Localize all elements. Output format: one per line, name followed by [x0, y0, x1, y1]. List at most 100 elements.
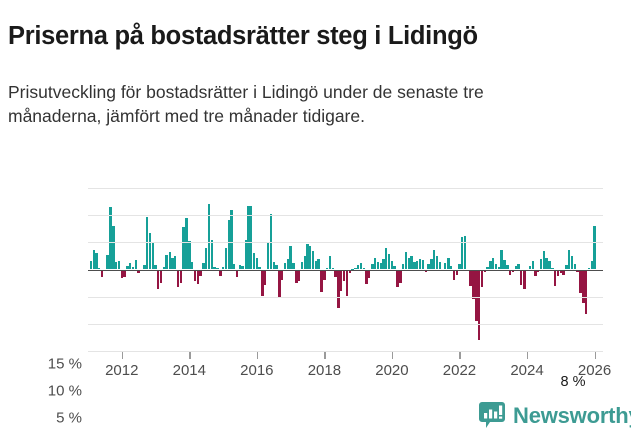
- bar: [362, 267, 366, 270]
- bar: [584, 269, 588, 314]
- bar: [292, 262, 295, 270]
- bar: [320, 269, 323, 292]
- bar: [354, 267, 357, 270]
- bar: [365, 269, 368, 284]
- bar: [233, 264, 236, 270]
- bar: [185, 217, 188, 270]
- x-axis-tick: [459, 352, 461, 359]
- bar: [455, 269, 458, 276]
- bar: [410, 255, 413, 270]
- bar: [438, 261, 442, 270]
- gridline: [88, 242, 603, 244]
- x-axis-label: 2014: [172, 362, 206, 379]
- bar: [348, 269, 351, 273]
- bar: [500, 249, 503, 270]
- y-axis-label: 5 %: [56, 409, 82, 427]
- x-axis-label: 2016: [240, 362, 274, 379]
- bar: [114, 262, 118, 270]
- bar: [297, 269, 301, 281]
- bar: [207, 203, 211, 270]
- bar: [134, 259, 138, 270]
- bar: [460, 236, 464, 270]
- bar: [331, 268, 335, 270]
- bar: [252, 253, 256, 270]
- bar: [255, 257, 259, 270]
- bar: [126, 266, 129, 270]
- bar: [176, 269, 180, 287]
- bar: [337, 269, 340, 309]
- zero-axis-line: [88, 269, 603, 272]
- bar: [306, 243, 309, 270]
- y-axis-label: 15 %: [47, 355, 82, 373]
- bar: [570, 255, 574, 270]
- bar: [430, 258, 433, 270]
- bar: [486, 266, 489, 270]
- bar: [413, 262, 416, 270]
- bar: [340, 269, 343, 291]
- x-axis-label: 2022: [442, 362, 477, 379]
- bar: [95, 252, 98, 270]
- bar: [210, 240, 214, 270]
- bar: [173, 256, 177, 270]
- gridline: [88, 323, 603, 325]
- value-annotation: 8 %: [560, 374, 586, 391]
- bar: [351, 268, 354, 270]
- bar: [494, 264, 498, 270]
- bar: [120, 269, 123, 278]
- bar: [182, 226, 185, 270]
- bar: [528, 265, 531, 270]
- bar: [542, 251, 546, 270]
- bar: [137, 269, 140, 273]
- bar: [227, 219, 230, 270]
- bar: [368, 269, 371, 279]
- bar: [562, 269, 565, 276]
- bar: [334, 269, 337, 278]
- bar: [404, 252, 408, 270]
- bar: [219, 269, 222, 277]
- bar: [278, 269, 281, 298]
- bar: [143, 264, 146, 270]
- bar: [106, 255, 109, 270]
- bar: [551, 268, 554, 270]
- bar: [314, 261, 318, 270]
- bar: [540, 258, 543, 270]
- bar: [472, 269, 475, 299]
- bar: [590, 261, 594, 270]
- bar: [458, 263, 461, 270]
- bar: [416, 260, 419, 270]
- bar: [266, 243, 270, 270]
- bar: [179, 269, 183, 284]
- bar: [300, 262, 303, 270]
- x-axis-tick: [527, 352, 529, 359]
- bar: [401, 263, 405, 270]
- bar: [325, 268, 329, 270]
- bar: [379, 262, 382, 270]
- gridline: [88, 296, 603, 298]
- bar: [283, 262, 287, 270]
- bar: [568, 249, 571, 270]
- x-axis-label: 2012: [105, 362, 139, 379]
- bar: [92, 249, 95, 270]
- bar: [545, 257, 548, 270]
- page-subtitle: Prisutveckling för bostadsrätter i Lidin…: [8, 81, 484, 127]
- bar: [280, 269, 284, 280]
- bar: [264, 269, 267, 285]
- bar: [573, 264, 577, 270]
- bar: [171, 257, 174, 270]
- bar-chart-speech-bubble-icon: [479, 402, 505, 428]
- x-axis-tick: [594, 352, 596, 359]
- bar: [216, 267, 219, 270]
- bar: [444, 262, 447, 270]
- bar: [145, 217, 149, 270]
- bar: [151, 241, 155, 270]
- bar: [393, 266, 396, 270]
- newsworthy-logo[interactable]: Newsworthy: [478, 401, 631, 431]
- bar: [345, 269, 349, 297]
- page-title: Priserna på bostadsrätter steg i Lidingö: [8, 22, 478, 51]
- bar: [469, 269, 472, 287]
- bar: [303, 256, 306, 270]
- bar: [520, 269, 523, 285]
- x-axis-label: 2026: [577, 362, 612, 379]
- bar: [399, 269, 402, 284]
- bar: [123, 269, 126, 278]
